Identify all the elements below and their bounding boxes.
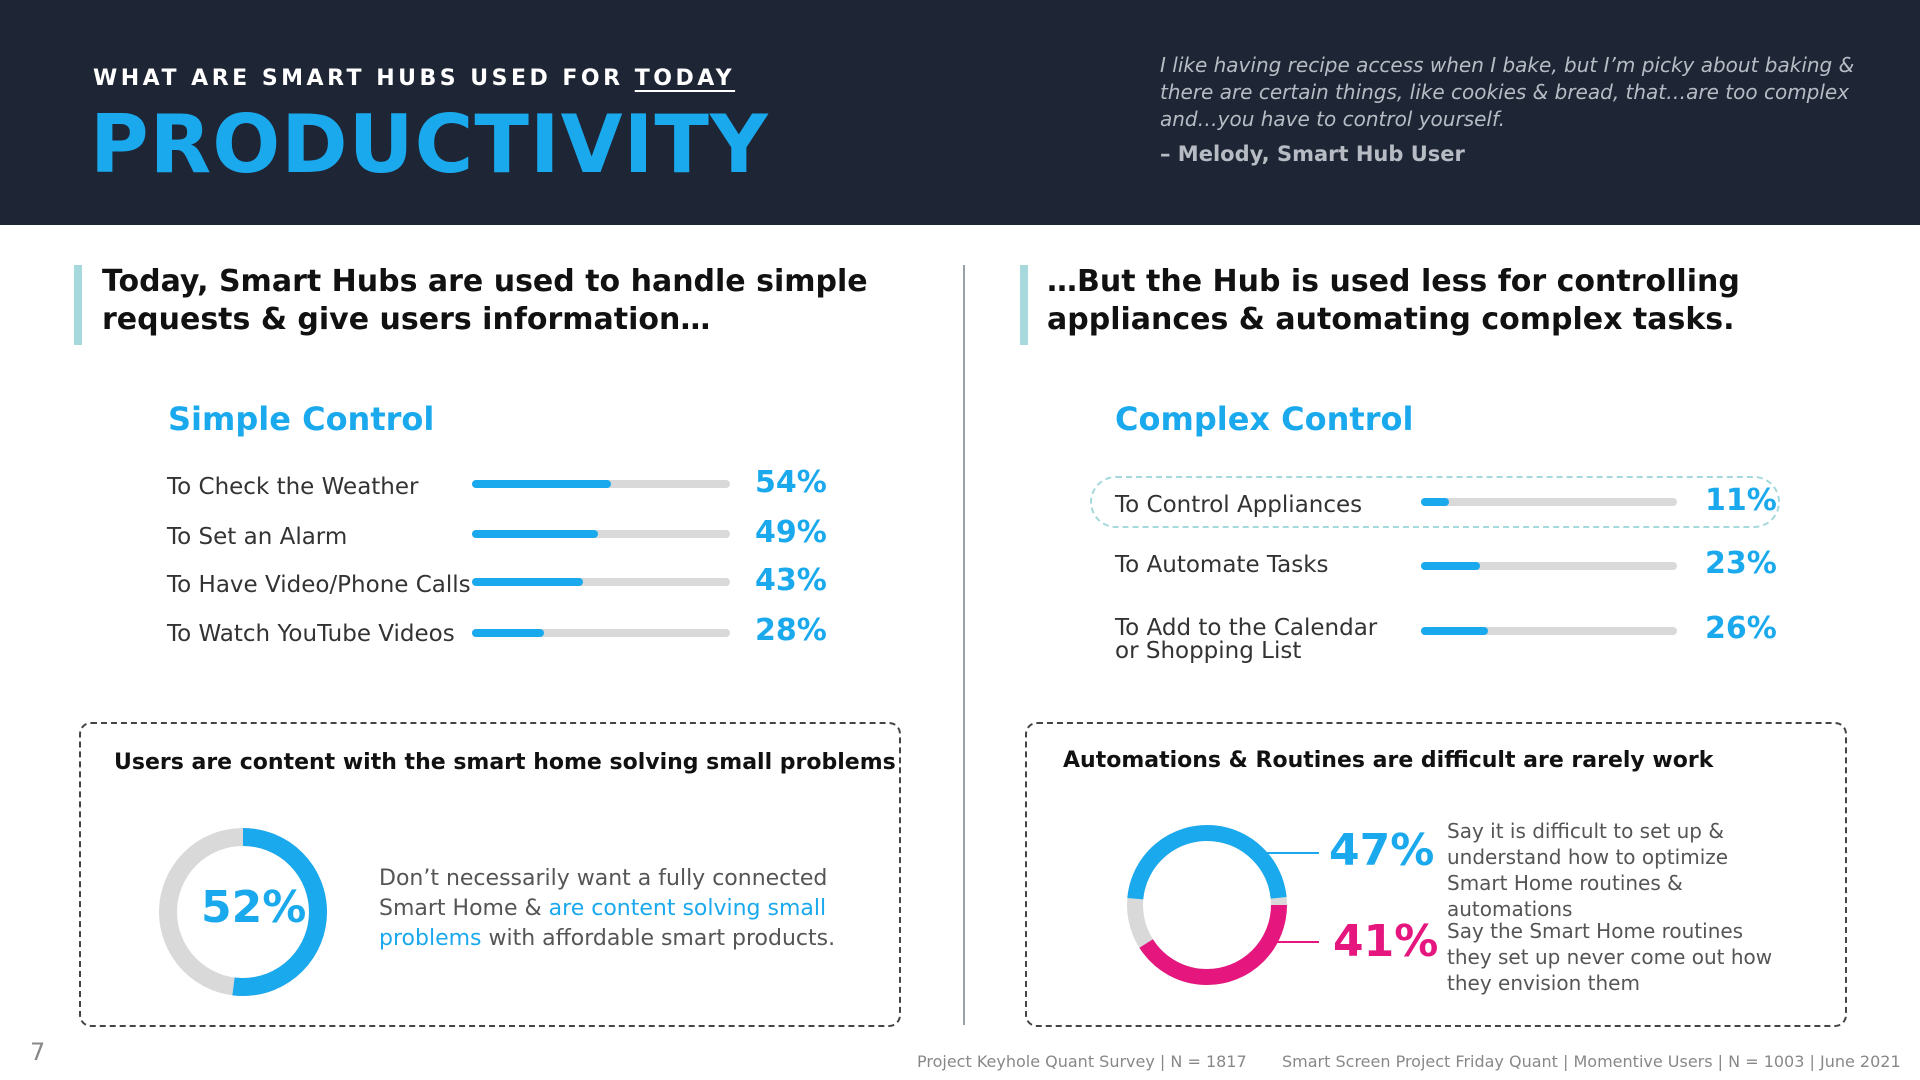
right-callout-title: Automations & Routines are difficult are… — [1063, 748, 1714, 773]
bar-track — [1421, 627, 1677, 635]
right-headline: …But the Hub is used less for controllin… — [1047, 264, 1740, 337]
donut-never-arc — [1127, 825, 1287, 985]
bar-fill — [472, 530, 599, 538]
stat-difficult-percent: 47% — [1329, 825, 1435, 876]
satisfaction-donut — [159, 828, 327, 996]
row-label: To Have Video/Phone Calls — [167, 572, 471, 598]
bar-track — [472, 629, 730, 637]
row-label: To Watch YouTube Videos — [167, 621, 455, 647]
highlight-text: are content solving small problems — [379, 896, 827, 951]
right-callout-box: Automations & Routines are difficult are… — [1025, 722, 1847, 1027]
bar-track — [1421, 498, 1677, 506]
left-callout-title: Users are content with the smart home so… — [114, 750, 896, 775]
routines-donut — [1126, 825, 1287, 985]
stat-never-text: Say the Smart Home routines they set up … — [1447, 919, 1773, 995]
stat-never-percent: 41% — [1333, 916, 1439, 967]
left-callout-box: Users are content with the smart home so… — [79, 722, 901, 1027]
page-number: 7 — [30, 1038, 46, 1066]
bar-fill — [472, 629, 545, 637]
left-headline-accent-bar — [74, 265, 82, 345]
bar-fill — [1421, 498, 1450, 506]
column-divider — [963, 265, 965, 1025]
user-quote: I like having recipe access when I bake,… — [1160, 53, 1855, 131]
bar-fill — [472, 578, 583, 586]
row-percent: 54% — [755, 465, 827, 500]
quote-author: – Melody, Smart Hub User — [1160, 142, 1465, 166]
header-kicker-underlined: TODAY — [634, 66, 736, 91]
bar-fill — [1421, 562, 1480, 570]
complex-control-title: Complex Control — [1115, 400, 1414, 438]
bar-fill — [472, 480, 612, 488]
row-label: To Add to the Calendar or Shopping List — [1115, 615, 1378, 664]
bar-track — [472, 530, 730, 538]
header-kicker: WHAT ARE SMART HUBS USED FOR TODAY — [93, 66, 736, 91]
leader-line-blue — [1267, 852, 1319, 854]
donut-value-arc — [159, 828, 327, 996]
bar-track — [472, 578, 730, 586]
row-percent: 43% — [755, 563, 827, 598]
donut-percent: 52% — [201, 882, 307, 933]
left-headline: Today, Smart Hubs are used to handle sim… — [102, 264, 868, 337]
bar-track — [472, 480, 730, 488]
left-callout-text: Don’t necessarily want a fully connected… — [379, 866, 836, 951]
header-banner: WHAT ARE SMART HUBS USED FOR TODAY PRODU… — [0, 0, 1920, 225]
row-label: To Control Appliances — [1115, 492, 1363, 518]
row-label: To Set an Alarm — [167, 524, 348, 550]
source-note-2: Smart Screen Project Friday Quant | Mome… — [1282, 1052, 1901, 1071]
row-percent: 26% — [1705, 611, 1777, 646]
source-note-1: Project Keyhole Quant Survey | N = 1817 — [917, 1052, 1247, 1071]
row-percent: 49% — [755, 515, 827, 550]
bar-fill — [1421, 627, 1488, 635]
row-percent: 11% — [1705, 483, 1777, 518]
right-headline-accent-bar — [1020, 265, 1028, 345]
row-percent: 23% — [1705, 546, 1777, 581]
stat-difficult-text: Say it is difficult to set up & understa… — [1447, 819, 1729, 921]
row-label: To Check the Weather — [167, 474, 419, 500]
leader-line-pink — [1267, 941, 1319, 943]
highlight-pill — [1090, 476, 1780, 528]
page-title: PRODUCTIVITY — [90, 98, 769, 191]
row-label: To Automate Tasks — [1115, 552, 1329, 578]
bar-track — [1421, 562, 1677, 570]
row-percent: 28% — [755, 613, 827, 648]
simple-control-title: Simple Control — [168, 400, 435, 438]
